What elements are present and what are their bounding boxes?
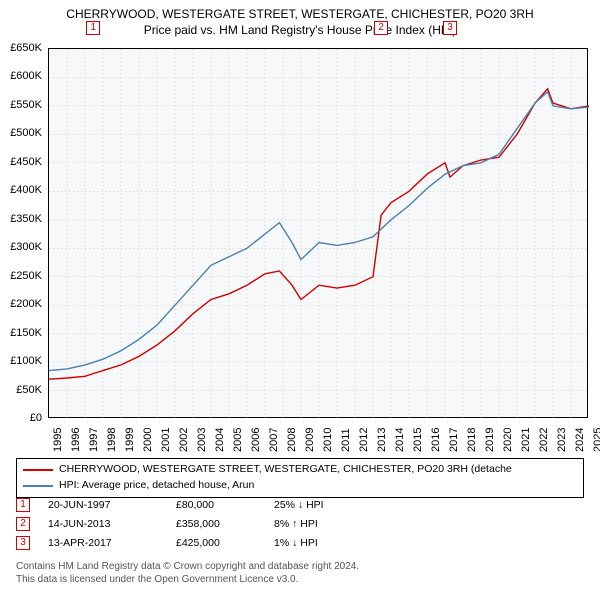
y-axis-labels: £0£50K£100K£150K£200K£250K£300K£350K£400… [0,48,44,418]
y-tick-label: £550K [10,99,42,111]
x-tick-label: 2006 [250,428,262,452]
event-delta-2: 8% ↑ HPI [274,518,384,530]
x-tick-label: 2015 [412,428,424,452]
y-tick-label: £300K [10,241,42,253]
x-tick-label: 2011 [340,428,352,452]
legend-item-property: CHERRYWOOD, WESTERGATE STREET, WESTERGAT… [23,462,577,478]
x-tick-label: 2019 [484,428,496,452]
y-tick-label: £400K [10,184,42,196]
plot-area: 123 [48,48,588,418]
x-tick-label: 2012 [358,428,370,452]
x-tick-label: 2008 [286,428,298,452]
series-group [49,89,589,379]
event-row-3: 3 13-APR-2017 £425,000 1% ↓ HPI [16,536,584,550]
y-tick-label: £0 [30,412,42,424]
event-date-2: 14-JUN-2013 [48,518,158,530]
footer-line-1: Contains HM Land Registry data © Crown c… [16,560,584,573]
y-tick-label: £200K [10,298,42,310]
x-tick-label: 2025 [592,428,600,452]
footer-attribution: Contains HM Land Registry data © Crown c… [16,560,584,586]
x-tick-label: 2004 [214,428,226,452]
x-axis-labels: 1995 1996 1997 1998 1999 2000 2001 2002 2003 2004… [48,420,588,458]
series-property [49,89,589,379]
y-tick-label: £100K [10,355,42,367]
x-tick-label: 1997 [88,428,100,452]
event-delta-1: 25% ↓ HPI [274,499,384,511]
x-tick-label: 2023 [556,428,568,452]
x-tick-label: 2013 [376,428,388,452]
event-marker-3: 3 [443,21,457,35]
y-tick-label: £350K [10,213,42,225]
event-marker-1: 1 [86,21,100,35]
x-tick-label: 2020 [502,428,514,452]
legend-label-hpi: HPI: Average price, detached house, Arun [59,478,254,494]
x-tick-label: 1998 [106,428,118,452]
x-tick-label: 2014 [394,428,406,452]
chart-container: CHERRYWOOD, WESTERGATE STREET, WESTERGAT… [0,0,600,590]
y-tick-label: £250K [10,270,42,282]
x-tick-label: 1995 [52,428,64,452]
gridlines [49,49,589,419]
x-tick-label: 2024 [574,428,586,452]
event-price-2: £358,000 [176,518,256,530]
event-price-1: £80,000 [176,499,256,511]
y-tick-label: £500K [10,127,42,139]
x-tick-label: 2000 [142,428,154,452]
x-tick-label: 2007 [268,428,280,452]
title-line-1: CHERRYWOOD, WESTERGATE STREET, WESTERGAT… [4,6,596,22]
x-tick-label: 2018 [466,428,478,452]
legend-item-hpi: HPI: Average price, detached house, Arun [23,478,577,494]
x-tick-label: 2002 [178,428,190,452]
y-tick-label: £450K [10,156,42,168]
x-tick-label: 2016 [430,428,442,452]
y-tick-label: £600K [10,70,42,82]
event-date-1: 20-JUN-1997 [48,499,158,511]
legend-swatch-hpi [23,485,53,487]
event-row-2: 2 14-JUN-2013 £358,000 8% ↑ HPI [16,517,584,531]
x-tick-label: 2003 [196,428,208,452]
x-tick-label: 1996 [70,428,82,452]
legend-label-property: CHERRYWOOD, WESTERGATE STREET, WESTERGAT… [59,462,512,478]
x-tick-label: 2001 [160,428,172,452]
x-tick-label: 1999 [124,428,136,452]
event-box-2: 2 [16,517,30,531]
x-tick-label: 2010 [322,428,334,452]
x-tick-label: 2017 [448,428,460,452]
y-tick-label: £650K [10,42,42,54]
event-row-1: 1 20-JUN-1997 £80,000 25% ↓ HPI [16,498,584,512]
x-tick-label: 2005 [232,428,244,452]
events-table: 1 20-JUN-1997 £80,000 25% ↓ HPI 2 14-JUN… [16,498,584,555]
footer-line-2: This data is licensed under the Open Gov… [16,573,584,586]
y-tick-label: £150K [10,327,42,339]
plot-svg [49,49,589,419]
event-date-3: 13-APR-2017 [48,537,158,549]
legend: CHERRYWOOD, WESTERGATE STREET, WESTERGAT… [16,458,584,498]
event-box-3: 3 [16,536,30,550]
event-box-1: 1 [16,498,30,512]
event-price-3: £425,000 [176,537,256,549]
x-tick-label: 2009 [304,428,316,452]
x-tick-label: 2022 [538,428,550,452]
event-marker-2: 2 [374,21,388,35]
y-tick-label: £50K [16,384,42,396]
event-delta-3: 1% ↓ HPI [274,537,384,549]
x-tick-label: 2021 [520,428,532,452]
legend-swatch-property [23,469,53,471]
